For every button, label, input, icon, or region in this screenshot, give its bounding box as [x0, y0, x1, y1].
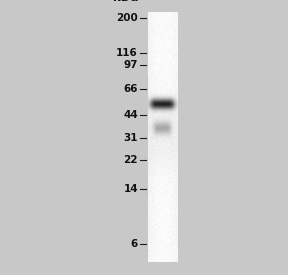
Text: 116: 116 [116, 48, 138, 58]
Text: 31: 31 [124, 133, 138, 143]
Text: 6: 6 [131, 238, 138, 249]
Text: 97: 97 [124, 60, 138, 70]
Text: 14: 14 [123, 184, 138, 194]
Text: 22: 22 [124, 155, 138, 165]
Text: kDa: kDa [113, 0, 138, 4]
Text: 200: 200 [116, 13, 138, 23]
Text: 44: 44 [123, 111, 138, 120]
Text: 66: 66 [124, 84, 138, 94]
